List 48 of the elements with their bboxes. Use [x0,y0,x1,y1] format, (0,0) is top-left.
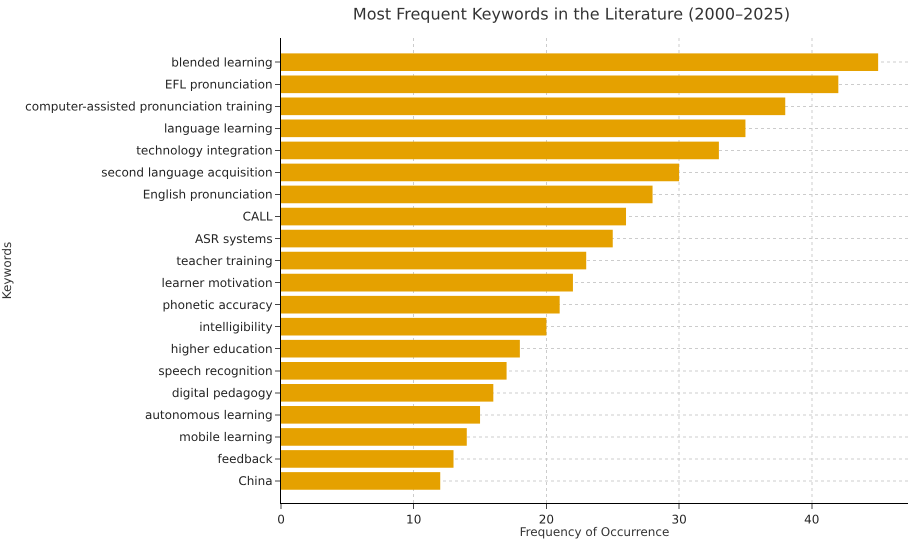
y-tick-label: autonomous learning [144,408,273,422]
x-tick-label: 0 [277,512,285,526]
bar [281,450,454,468]
x-tick-label: 20 [538,512,554,526]
bar [281,340,520,358]
y-tick-label: English pronunciation [142,188,273,202]
y-tick-label: teacher training [176,254,273,268]
bar [281,75,838,94]
bar [281,98,786,116]
bar [281,274,573,292]
x-tick-label: 30 [671,512,687,526]
y-tick-label: second language acquisition [101,166,273,180]
y-tick-label: computer-assisted pronunciation training [25,100,273,114]
y-tick-label: phonetic accuracy [162,298,273,312]
bar [281,318,546,336]
bar [281,208,626,226]
x-axis-title: Frequency of Occurrence [520,525,670,539]
y-tick-label: ASR systems [194,232,273,246]
y-tick-label: language learning [164,122,273,136]
y-tick-label: mobile learning [179,430,273,444]
bar [281,230,613,248]
bar [281,120,746,138]
bar [281,428,467,446]
y-tick-label: speech recognition [158,364,273,378]
y-tick-label: China [238,474,273,488]
x-tick-label: 40 [804,512,820,526]
bar [281,384,494,402]
y-tick-label: technology integration [136,144,273,158]
y-tick-label: intelligibility [199,320,273,334]
bar [281,362,507,380]
y-tick-label: blended learning [171,55,273,70]
bar [281,164,680,182]
bar [281,186,653,204]
bar [281,296,560,314]
y-tick-label: feedback [217,452,273,466]
bar [281,472,440,490]
bar [281,142,719,160]
y-tick-label: higher education [170,342,273,356]
bar [281,406,480,424]
y-tick-label: digital pedagogy [172,386,273,400]
x-tick-label: 10 [406,512,422,526]
bar [281,53,878,72]
y-axis-title: Keywords [0,242,14,300]
chart-title: Most Frequent Keywords in the Literature (2000–2025) [352,4,790,24]
y-tick-label: EFL pronunciation [164,77,273,92]
y-tick-label: CALL [242,210,273,224]
y-tick-label: learner motivation [162,276,273,290]
bar [281,252,586,270]
